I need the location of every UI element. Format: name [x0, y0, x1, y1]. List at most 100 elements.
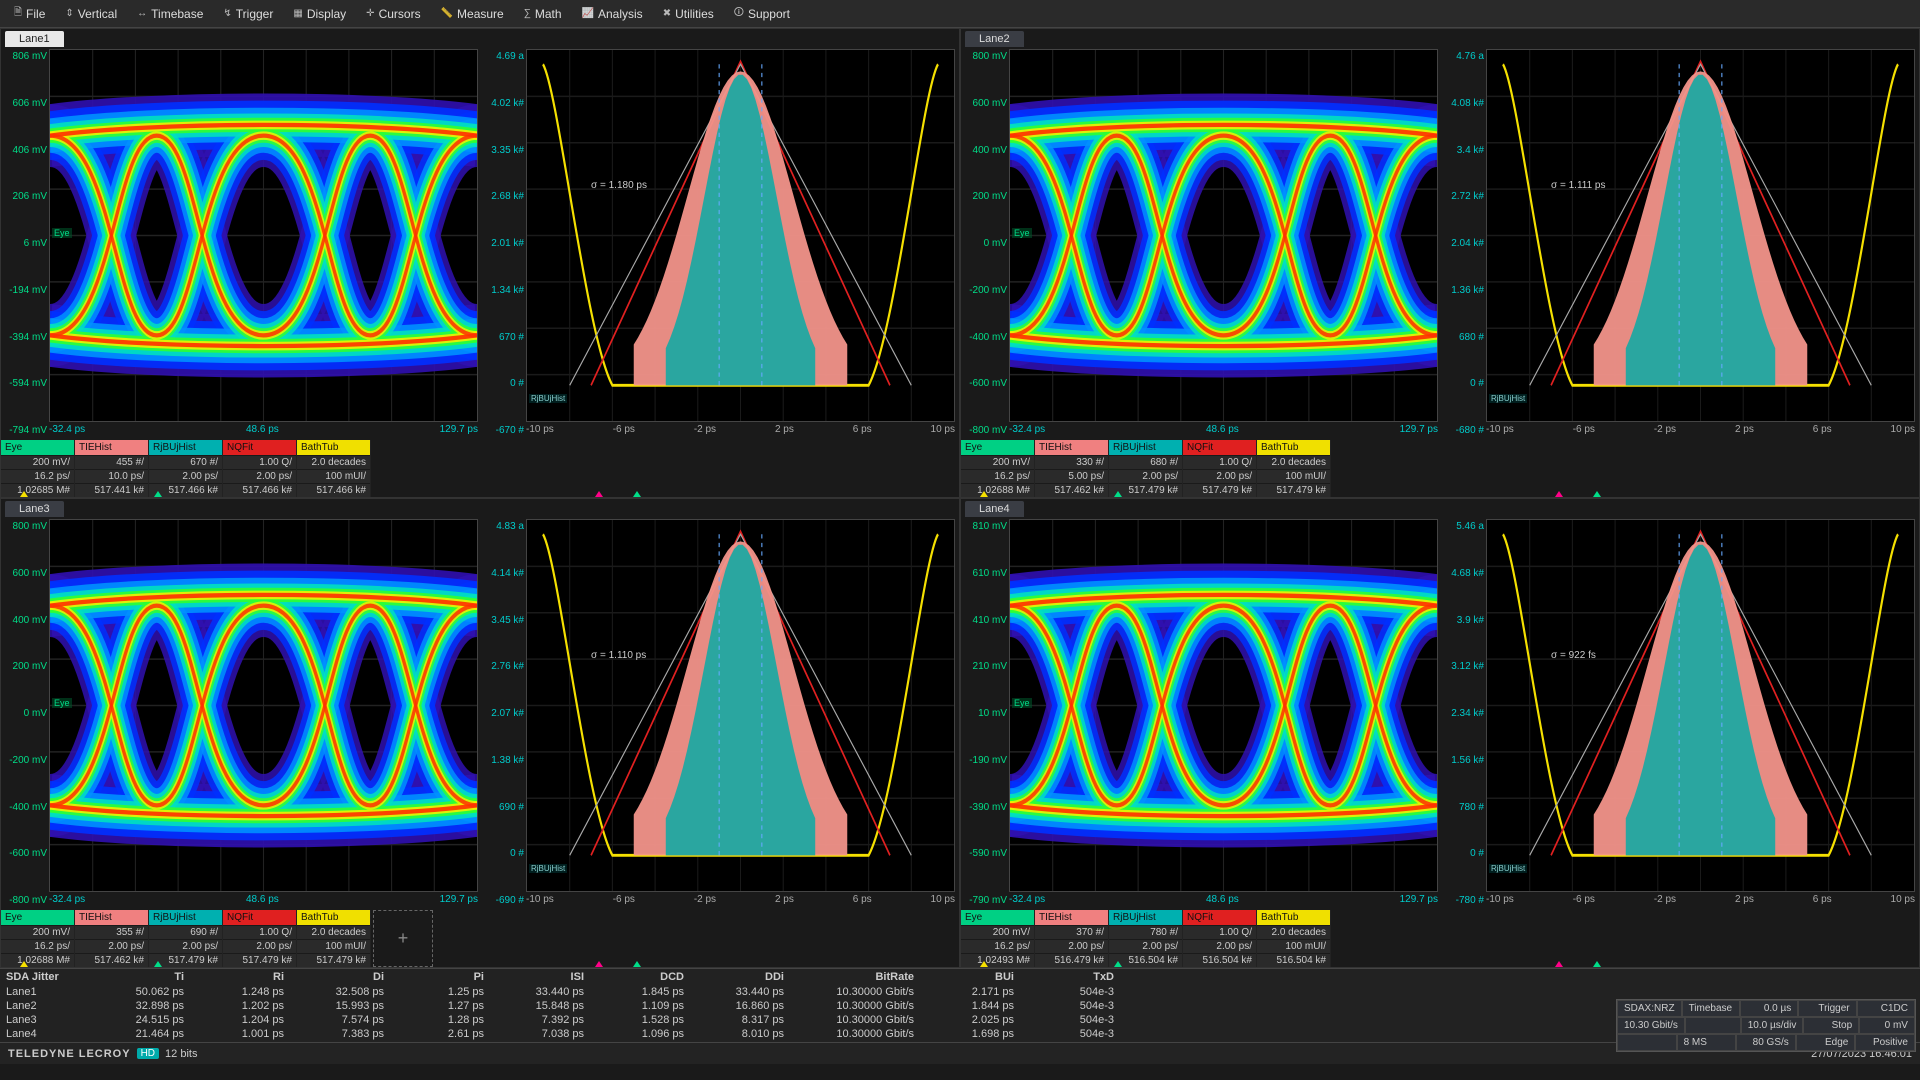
eye-chart: 800 mV600 mV400 mV200 mV0 mV-200 mV-400 …	[965, 49, 1438, 438]
eye-yaxis: 810 mV610 mV410 mV210 mV10 mV-190 mV-390…	[965, 519, 1009, 908]
meas-col-tiehist[interactable]: TIEHist455 #/10.0 ps/517.441 k#	[75, 440, 149, 497]
status-cell[interactable]: C1DC	[1857, 1000, 1915, 1017]
meas-col-eye[interactable]: Eye200 mV/16.2 ps/1.02493 M#	[961, 910, 1035, 967]
eye-chart: 800 mV600 mV400 mV200 mV0 mV-200 mV-400 …	[5, 519, 478, 908]
status-cell[interactable]: 8 MS	[1677, 1034, 1737, 1051]
lane-tab[interactable]: Lane2	[965, 31, 1024, 47]
menu-icon: ✖	[663, 8, 671, 19]
lane-panel-2: Lane2 800 mV600 mV400 mV200 mV0 mV-200 mV…	[960, 28, 1920, 498]
eye-badge: Eye	[1012, 698, 1032, 708]
menu-vertical[interactable]: ⇕Vertical	[55, 3, 127, 25]
menu-icon: 🗎	[14, 5, 22, 22]
status-cell[interactable]: 10.0 µs/div	[1741, 1017, 1804, 1034]
eye-chart: 806 mV606 mV406 mV206 mV6 mV-194 mV-394 …	[5, 49, 478, 438]
menu-file[interactable]: 🗎File	[4, 1, 55, 26]
status-cell[interactable]: Timebase	[1682, 1000, 1740, 1017]
lane-tab[interactable]: Lane3	[5, 501, 64, 517]
meas-col-rjbujhist[interactable]: RjBUjHist690 #/2.00 ps/517.479 k#	[149, 910, 223, 967]
meas-col-bathtub[interactable]: BathTub2.0 decades100 mUI/516.504 k#	[1257, 910, 1331, 967]
status-panel: SDAX:NRZTimebase0.0 µsTriggerC1DC10.30 G…	[1616, 999, 1916, 1052]
meas-col-eye[interactable]: Eye200 mV/16.2 ps/1.02688 M#	[1, 910, 75, 967]
jitter-col-pi: Pi1.25 ps1.27 ps1.28 ps2.61 ps	[390, 969, 490, 1042]
meas-col-tiehist[interactable]: TIEHist370 #/2.00 ps/516.479 k#	[1035, 910, 1109, 967]
eye-canvas[interactable]: Eye	[49, 49, 478, 422]
menu-icon: ∑	[524, 8, 531, 19]
jitter-col-bitrate: BitRate10.30000 Gbit/s10.30000 Gbit/s10.…	[790, 969, 920, 1042]
add-meas-button[interactable]: +	[373, 910, 433, 967]
hist-yaxis: 5.46 a4.68 k#3.9 k#3.12 k#2.34 k#1.56 k#…	[1442, 519, 1486, 908]
menu-icon: 🛈	[734, 5, 744, 22]
meas-table: Eye200 mV/16.2 ps/1.02493 M#TIEHist370 #…	[961, 910, 1919, 967]
lane-panel-4: Lane4 810 mV610 mV410 mV210 mV10 mV-190 m…	[960, 498, 1920, 968]
status-cell[interactable]: 80 GS/s	[1736, 1034, 1796, 1051]
menu-icon: 📈	[582, 8, 594, 19]
meas-col-bathtub[interactable]: BathTub2.0 decades100 mUI/517.479 k#	[1257, 440, 1331, 497]
status-cell[interactable]: Trigger	[1798, 1000, 1856, 1017]
jitter-col-isi: ISI33.440 ps15.848 ps7.392 ps7.038 ps	[490, 969, 590, 1042]
hist-chart: 4.69 a4.02 k#3.35 k#2.68 k#2.01 k#1.34 k…	[482, 49, 955, 438]
hist-canvas[interactable]: σ = 1.180 ps RjBUjHist	[526, 49, 955, 422]
jitter-col-bui: BUi2.171 ps1.844 ps2.025 ps1.698 ps	[920, 969, 1020, 1042]
meas-col-bathtub[interactable]: BathTub2.0 decades100 mUI/517.466 k#	[297, 440, 371, 497]
status-cell[interactable]: Positive	[1855, 1034, 1915, 1051]
hist-canvas[interactable]: σ = 1.110 psRjBUjHist	[526, 519, 955, 892]
meas-col-rjbujhist[interactable]: RjBUjHist670 #/2.00 ps/517.466 k#	[149, 440, 223, 497]
eye-xaxis: -32.4 ps48.6 ps129.7 ps	[49, 892, 478, 908]
status-cell[interactable]: SDAX:NRZ	[1617, 1000, 1682, 1017]
eye-badge: Eye	[52, 698, 72, 708]
status-cell[interactable]: 10.30 Gbit/s	[1617, 1017, 1685, 1034]
status-cell[interactable]: Stop	[1803, 1017, 1859, 1034]
jitter-row-label: Lane4	[0, 1027, 90, 1041]
status-cell[interactable]	[1617, 1034, 1677, 1051]
hist-canvas[interactable]: σ = 922 fsRjBUjHist	[1486, 519, 1915, 892]
status-cell[interactable]: 0 mV	[1859, 1017, 1915, 1034]
jitter-col-dcd: DCD1.845 ps1.109 ps1.528 ps1.096 ps	[590, 969, 690, 1042]
meas-col-nqfit[interactable]: NQFit1.00 Q/2.00 ps/517.479 k#	[1183, 440, 1257, 497]
meas-col-nqfit[interactable]: NQFit1.00 Q/2.00 ps/516.504 k#	[1183, 910, 1257, 967]
hd-badge: HD	[137, 1048, 159, 1059]
jitter-col-di: Di32.508 ps15.993 ps7.574 ps7.383 ps	[290, 969, 390, 1042]
hist-chart: 5.46 a4.68 k#3.9 k#3.12 k#2.34 k#1.56 k#…	[1442, 519, 1915, 908]
meas-col-rjbujhist[interactable]: RjBUjHist680 #/2.00 ps/517.479 k#	[1109, 440, 1183, 497]
menu-icon: ✛	[366, 8, 374, 19]
sigma-label: σ = 1.180 ps	[591, 180, 647, 191]
brand: TELEDYNE LECROY	[8, 1048, 131, 1060]
sigma-label: σ = 922 fs	[1551, 650, 1596, 661]
menu-math[interactable]: ∑Math	[514, 3, 572, 25]
meas-col-eye[interactable]: Eye200 mV/16.2 ps/1.02688 M#	[961, 440, 1035, 497]
eye-canvas[interactable]: Eye	[1009, 49, 1438, 422]
meas-col-rjbujhist[interactable]: RjBUjHist780 #/2.00 ps/516.504 k#	[1109, 910, 1183, 967]
menubar: 🗎File⇕Vertical↔Timebase↯Trigger▦Display✛…	[0, 0, 1920, 28]
eye-xaxis: -32.4 ps48.6 ps129.7 ps	[1009, 892, 1438, 908]
menu-utilities[interactable]: ✖Utilities	[653, 3, 724, 25]
meas-col-tiehist[interactable]: TIEHist330 #/5.00 ps/517.462 k#	[1035, 440, 1109, 497]
menu-support[interactable]: 🛈Support	[724, 1, 800, 26]
menu-cursors[interactable]: ✛Cursors	[356, 3, 430, 25]
eye-badge: Eye	[1012, 228, 1032, 238]
menu-trigger[interactable]: ↯Trigger	[213, 3, 283, 25]
menu-timebase[interactable]: ↔Timebase	[127, 3, 213, 25]
status-cell[interactable]: 0.0 µs	[1740, 1000, 1798, 1017]
menu-display[interactable]: ▦Display	[283, 3, 356, 25]
status-row: 10.30 Gbit/s 10.0 µs/divStop0 mV	[1617, 1017, 1915, 1034]
eye-canvas[interactable]: Eye	[49, 519, 478, 892]
hist-xaxis: -10 ps-6 ps-2 ps2 ps6 ps10 ps	[526, 892, 955, 908]
jitter-col-ri: Ri1.248 ps1.202 ps1.204 ps1.001 ps	[190, 969, 290, 1042]
meas-col-nqfit[interactable]: NQFit1.00 Q/2.00 ps/517.479 k#	[223, 910, 297, 967]
menu-analysis[interactable]: 📈Analysis	[572, 3, 653, 25]
hist-canvas[interactable]: σ = 1.111 psRjBUjHist	[1486, 49, 1915, 422]
menu-icon: ↯	[223, 8, 231, 19]
meas-col-bathtub[interactable]: BathTub2.0 decades100 mUI/517.479 k#	[297, 910, 371, 967]
meas-col-eye[interactable]: Eye200 mV/16.2 ps/1.02685 M#	[1, 440, 75, 497]
status-cell[interactable]	[1685, 1017, 1741, 1034]
status-cell[interactable]: Edge	[1796, 1034, 1856, 1051]
jitter-col-ddi: DDi33.440 ps16.860 ps8.317 ps8.010 ps	[690, 969, 790, 1042]
eye-canvas[interactable]: Eye	[1009, 519, 1438, 892]
meas-col-nqfit[interactable]: NQFit1.00 Q/2.00 ps/517.466 k#	[223, 440, 297, 497]
lane-tab[interactable]: Lane4	[965, 501, 1024, 517]
lane-tab[interactable]: Lane1	[5, 31, 64, 47]
hist-badge: RjBUjHist	[529, 394, 567, 403]
meas-col-tiehist[interactable]: TIEHist355 #/2.00 ps/517.462 k#	[75, 910, 149, 967]
sigma-label: σ = 1.110 ps	[591, 650, 646, 661]
menu-measure[interactable]: 📏Measure	[431, 3, 514, 25]
